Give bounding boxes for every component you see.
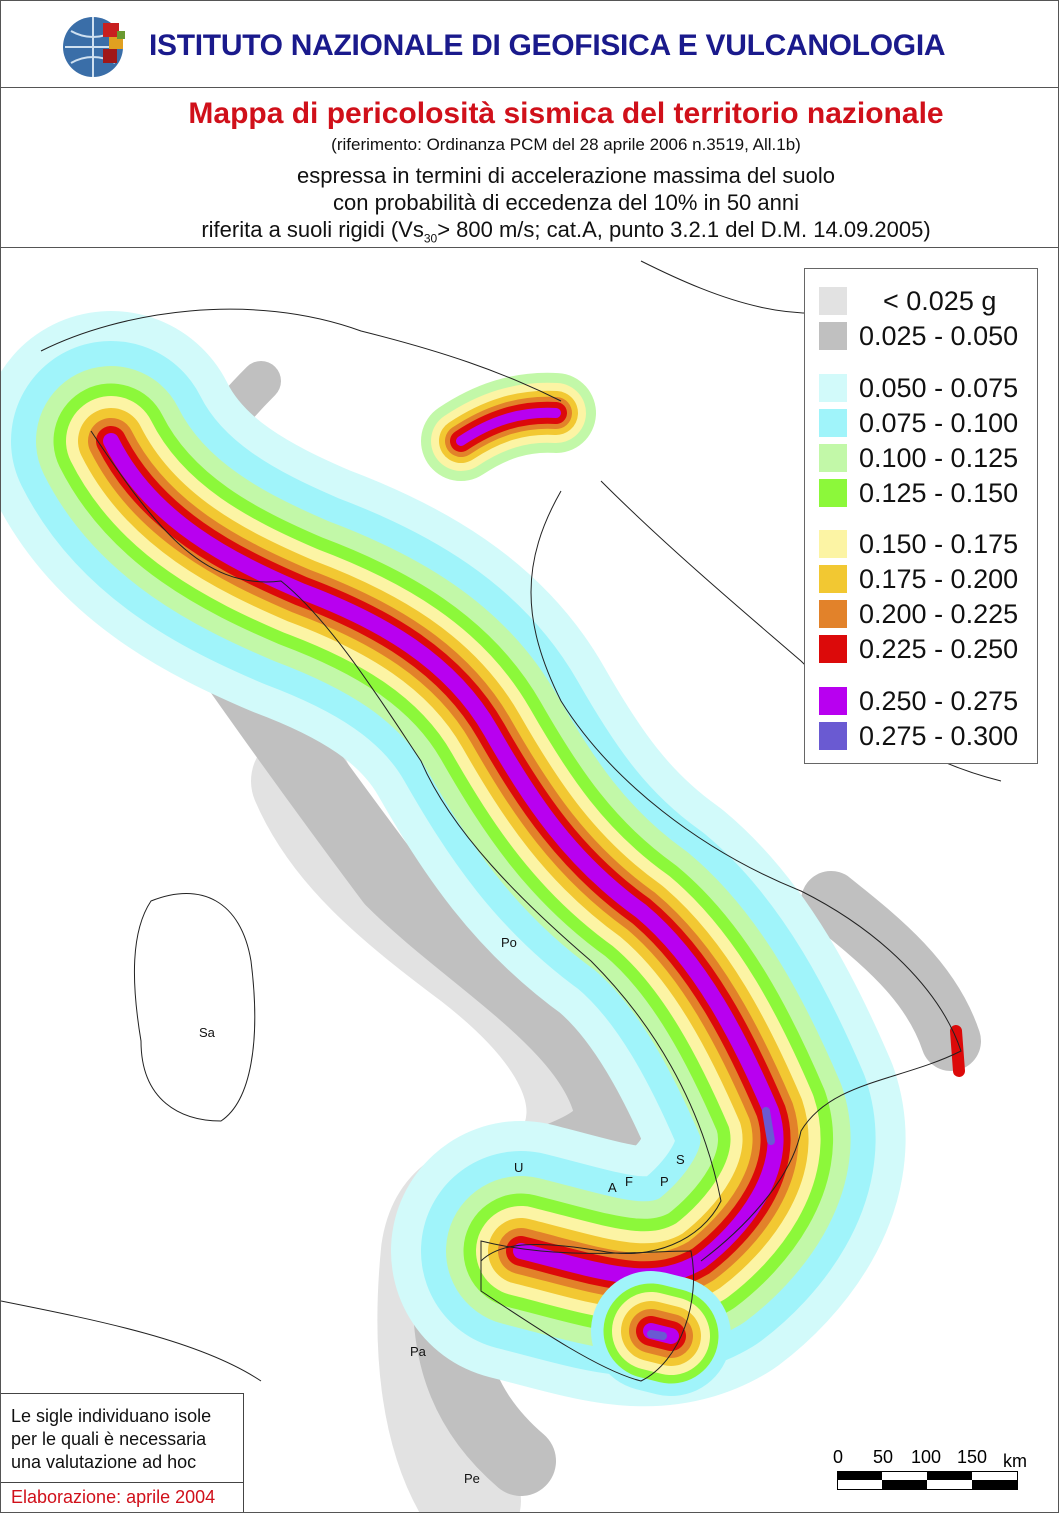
legend-label: 0.025 - 0.050	[859, 321, 1019, 351]
legend-swatch	[819, 322, 847, 350]
sicily-outline	[480, 1240, 695, 1382]
legend-label: < 0.025 g	[883, 286, 997, 316]
legend-label: 0.125 - 0.150	[859, 478, 1019, 508]
islands-note: Le sigle individuano isole per le quali …	[1, 1393, 244, 1512]
island-label-alicudi: A	[608, 1180, 617, 1195]
legend-swatch	[819, 635, 847, 663]
island-label-ponza: Po	[501, 935, 517, 950]
legend-swatch	[819, 600, 847, 628]
africa-coast	[1, 1300, 262, 1382]
hazard-band-max	[762, 1107, 775, 1145]
legend-item: 0.275 - 0.300	[819, 722, 1039, 750]
legend-swatch	[819, 444, 847, 472]
coastline-east	[530, 490, 962, 1262]
legend-swatch	[819, 687, 847, 715]
map-title: Mappa di pericolosità sismica del territ…	[188, 97, 944, 130]
legend-item: 0.225 - 0.250	[819, 635, 1039, 663]
legend: < 0.025 g 0.025 - 0.050 0.050 - 0.075 0.075…	[804, 268, 1038, 764]
legend-item: 0.125 - 0.150	[819, 479, 1039, 507]
subtitle-line-2: con probabilità di eccedenza del 10% in …	[333, 190, 799, 215]
scale-tick-150: 150	[957, 1447, 988, 1467]
legend-item: 0.050 - 0.075	[819, 374, 1039, 402]
scale-tick-50: 50	[873, 1447, 894, 1467]
legend-swatch	[819, 409, 847, 437]
legend-label: 0.100 - 0.125	[859, 443, 1019, 473]
legend-label: 0.050 - 0.075	[859, 373, 1019, 403]
legend-item: < 0.025 g	[819, 287, 1039, 315]
coastline-west	[90, 430, 722, 1262]
legend-swatch	[819, 374, 847, 402]
hazard-map	[1, 260, 1002, 1512]
note-line-3: una valutazione ad hoc	[11, 1452, 197, 1472]
legend-item: 0.025 - 0.050	[819, 322, 1039, 350]
island-label-ustica: U	[514, 1160, 524, 1175]
note-line-1: Le sigle individuano isole	[11, 1406, 212, 1426]
legend-label: 0.150 - 0.175	[859, 529, 1019, 559]
legend-label: 0.075 - 0.100	[859, 408, 1019, 438]
legend-swatch	[819, 565, 847, 593]
hazard-band-max	[647, 1330, 667, 1340]
hazard-band-salento	[950, 1025, 965, 1077]
scale-unit: km	[1003, 1451, 1027, 1471]
scale-bar-graphic	[837, 1471, 1018, 1490]
band-low-east	[801, 871, 981, 1071]
legend-label: 0.225 - 0.250	[859, 634, 1019, 664]
island-label-filicudi: F	[625, 1174, 633, 1189]
subtitle-line-3b: > 800 m/s; cat.A, punto 3.2.1 del D.M. 1…	[437, 217, 931, 242]
legend-item: 0.100 - 0.125	[819, 444, 1039, 472]
island-label-stromboli: S	[676, 1152, 685, 1167]
subtitle-line-3a: riferita a suoli rigidi (Vs	[201, 217, 424, 242]
legend-label: 0.275 - 0.300	[859, 721, 1019, 751]
hazard-band-friuli	[456, 407, 561, 446]
legend-swatch	[819, 722, 847, 750]
map-title-block: Mappa di pericolosità sismica del territ…	[1, 87, 1058, 248]
ingv-logo	[63, 17, 125, 77]
map-reference: (riferimento: Ordinanza PCM del 28 april…	[331, 135, 801, 154]
legend-label: 0.175 - 0.200	[859, 564, 1019, 594]
legend-item: 0.150 - 0.175	[819, 530, 1039, 558]
legend-item: 0.250 - 0.275	[819, 687, 1039, 715]
island-label-panarea: P	[660, 1174, 669, 1189]
subtitle-line-1: espressa in termini di accelerazione mas…	[296, 163, 836, 188]
island-label-sa: Sa	[199, 1025, 215, 1040]
legend-label: 0.200 - 0.225	[859, 599, 1019, 629]
sardinia-outline	[133, 893, 256, 1122]
legend-item: 0.175 - 0.200	[819, 565, 1039, 593]
legend-swatch	[819, 479, 847, 507]
institute-header: ISTITUTO NAZIONALE DI GEOFISICA E VULCAN…	[1, 1, 1058, 88]
island-label-pelagie: Pe	[464, 1471, 480, 1486]
legend-item: 0.075 - 0.100	[819, 409, 1039, 437]
subtitle-line-3: riferita a suoli rigidi (Vs30> 800 m/s; …	[151, 217, 981, 245]
note-line-2: per le quali è necessaria	[11, 1429, 207, 1449]
legend-swatch	[819, 287, 847, 315]
island-label-pantelleria: Pa	[410, 1344, 426, 1359]
scale-tick-100: 100	[911, 1447, 942, 1467]
scale-bar: 0 50 100 150 km	[833, 1447, 1037, 1497]
subtitle-subscript: 30	[423, 231, 438, 246]
legend-item: 0.200 - 0.225	[819, 600, 1039, 628]
legend-swatch	[819, 530, 847, 558]
elaboration-credit: Elaborazione: aprile 2004	[1, 1482, 243, 1512]
scale-tick-0: 0	[833, 1447, 844, 1467]
institute-name: ISTITUTO NAZIONALE DI GEOFISICA E VULCAN…	[149, 29, 946, 62]
legend-label: 0.250 - 0.275	[859, 686, 1019, 716]
